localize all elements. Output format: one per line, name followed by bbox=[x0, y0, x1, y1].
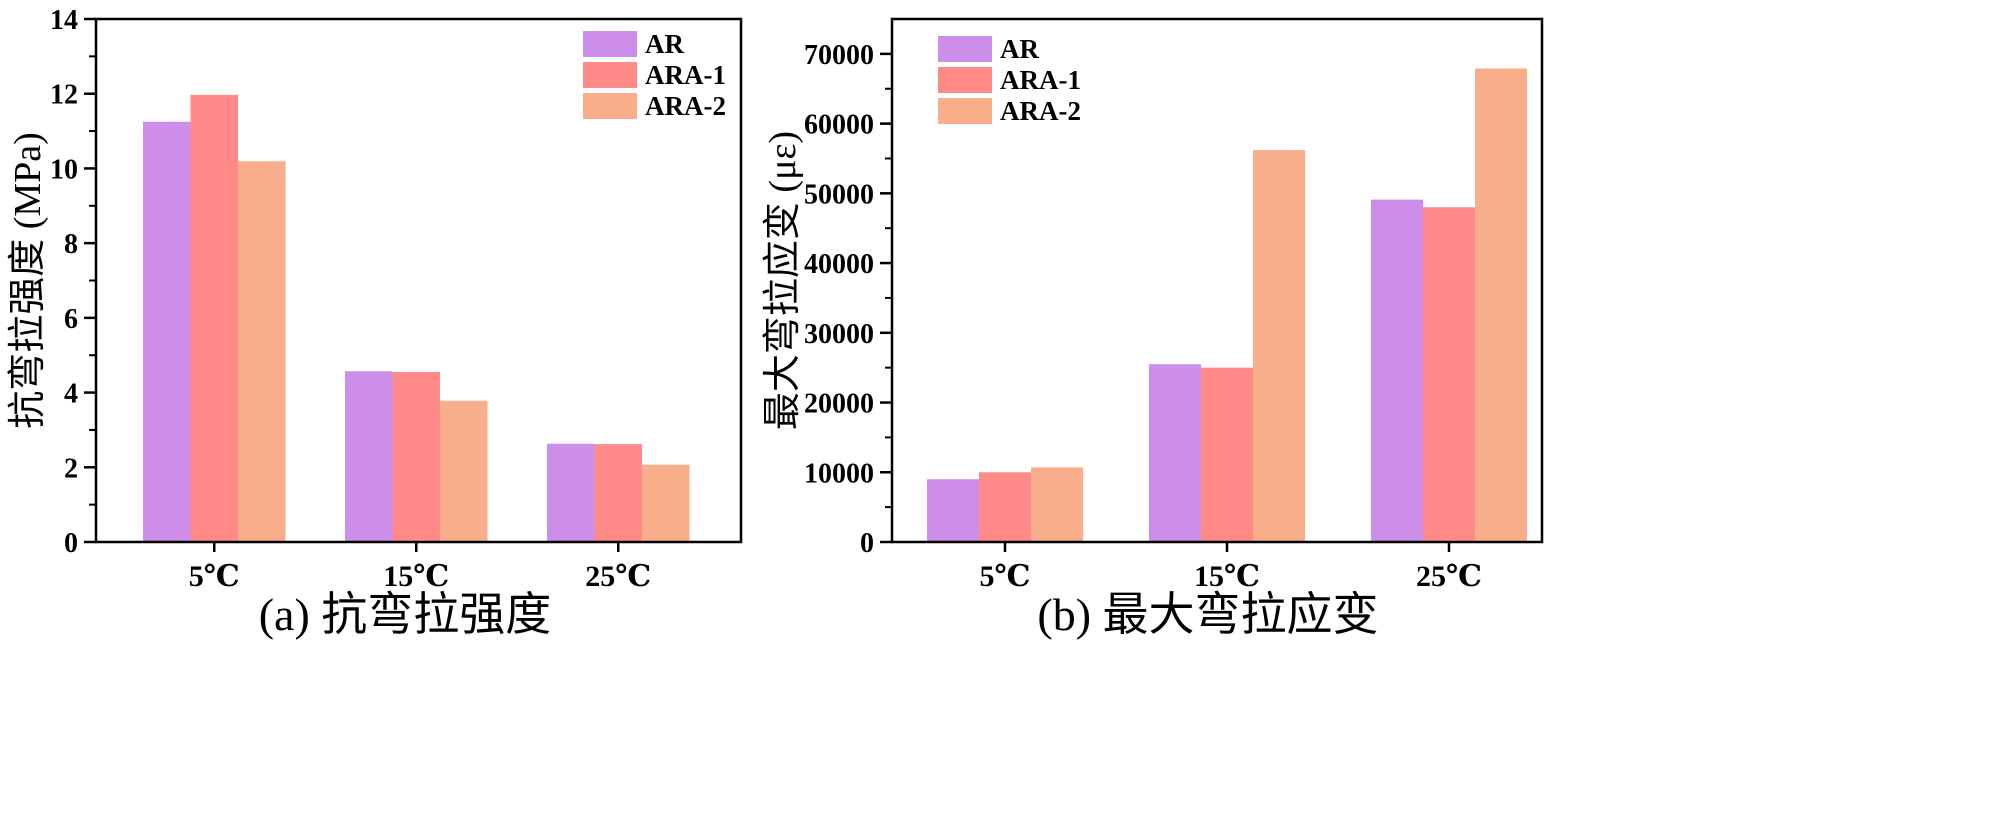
x-tick-label: 5℃ bbox=[980, 560, 1031, 593]
y-tick-label: 70000 bbox=[804, 40, 874, 71]
y-tick-label: 30000 bbox=[804, 319, 874, 350]
legend-swatch-ara-1 bbox=[583, 62, 637, 88]
bar-ara-2-3 bbox=[1475, 68, 1527, 542]
legend-label-ara-1: ARA-1 bbox=[645, 60, 726, 90]
x-tick-label: 5℃ bbox=[189, 560, 240, 593]
y-tick-label: 6 bbox=[64, 304, 78, 335]
y-tick-label: 10 bbox=[50, 154, 78, 185]
panel-caption: (b) 最大弯拉应变 bbox=[1037, 589, 1378, 640]
y-tick-label: 10000 bbox=[804, 458, 874, 489]
bar-ara-1-1 bbox=[190, 94, 238, 543]
bar-ara-1-2 bbox=[392, 372, 440, 542]
legend-swatch-ara-1 bbox=[938, 67, 992, 93]
bar-ara-2-1 bbox=[238, 161, 286, 542]
legend-label-ar: AR bbox=[645, 29, 684, 59]
bar-ara-2-2 bbox=[1253, 150, 1305, 542]
bar-ara-1-3 bbox=[594, 444, 642, 542]
y-tick-label: 50000 bbox=[804, 179, 874, 210]
bar-ar-3 bbox=[547, 443, 595, 542]
y-tick-label: 12 bbox=[50, 80, 78, 111]
panel-b-chart: 5℃ 15℃ 25℃ 0 10000 20000 30000 40000 50000 60000 7… bbox=[762, 17, 1544, 640]
legend-label-ar: AR bbox=[1000, 34, 1039, 64]
bar-ara-1-2 bbox=[1201, 367, 1253, 542]
x-tick-label: 15℃ bbox=[1194, 560, 1260, 593]
legend-label-ara-2: ARA-2 bbox=[1000, 96, 1081, 126]
bar-ara-1-1 bbox=[979, 472, 1031, 542]
y-tick-label: 40000 bbox=[804, 249, 874, 280]
bar-ar-2 bbox=[345, 371, 393, 542]
bar-ara-2-1 bbox=[1031, 467, 1083, 542]
panel-a-chart: 5℃ 15℃ 25℃ 0 2 4 6 8 10 12 14 抗弯拉强度 (MPa) ARARA-1ARA… bbox=[7, 5, 743, 640]
y-axis-label: 最大弯拉应变 (με) bbox=[762, 131, 804, 430]
y-tick-label: 0 bbox=[64, 528, 78, 559]
y-tick-label: 60000 bbox=[804, 110, 874, 141]
y-tick-label: 8 bbox=[64, 229, 78, 260]
legend-swatch-ar bbox=[938, 36, 992, 62]
bar-ar-3 bbox=[1371, 199, 1423, 543]
panel-caption: (a) 抗弯拉强度 bbox=[259, 589, 552, 640]
y-tick-label: 20000 bbox=[804, 389, 874, 420]
legend-label-ara-2: ARA-2 bbox=[645, 91, 726, 121]
y-tick-label: 2 bbox=[64, 453, 78, 484]
bar-ar-1 bbox=[143, 121, 191, 542]
y-axis-label: 抗弯拉强度 (MPa) bbox=[7, 132, 49, 429]
y-tick-label: 4 bbox=[64, 379, 78, 410]
y-tick-label: 0 bbox=[860, 528, 874, 559]
y-tick-label: 14 bbox=[50, 5, 78, 36]
bar-ara-2-2 bbox=[440, 400, 488, 542]
legend-swatch-ar bbox=[583, 31, 637, 57]
plot-frame bbox=[890, 17, 1544, 544]
x-tick-label: 15℃ bbox=[383, 560, 449, 593]
bar-ar-2 bbox=[1149, 364, 1201, 542]
bar-ar-1 bbox=[927, 479, 979, 542]
bar-ara-1-3 bbox=[1423, 207, 1475, 542]
bar-ara-2-3 bbox=[642, 464, 690, 542]
legend-swatch-ara-2 bbox=[583, 93, 637, 119]
legend-swatch-ara-2 bbox=[938, 98, 992, 124]
legend-label-ara-1: ARA-1 bbox=[1000, 65, 1081, 95]
x-tick-label: 25℃ bbox=[585, 560, 651, 593]
x-tick-label: 25℃ bbox=[1416, 560, 1482, 593]
